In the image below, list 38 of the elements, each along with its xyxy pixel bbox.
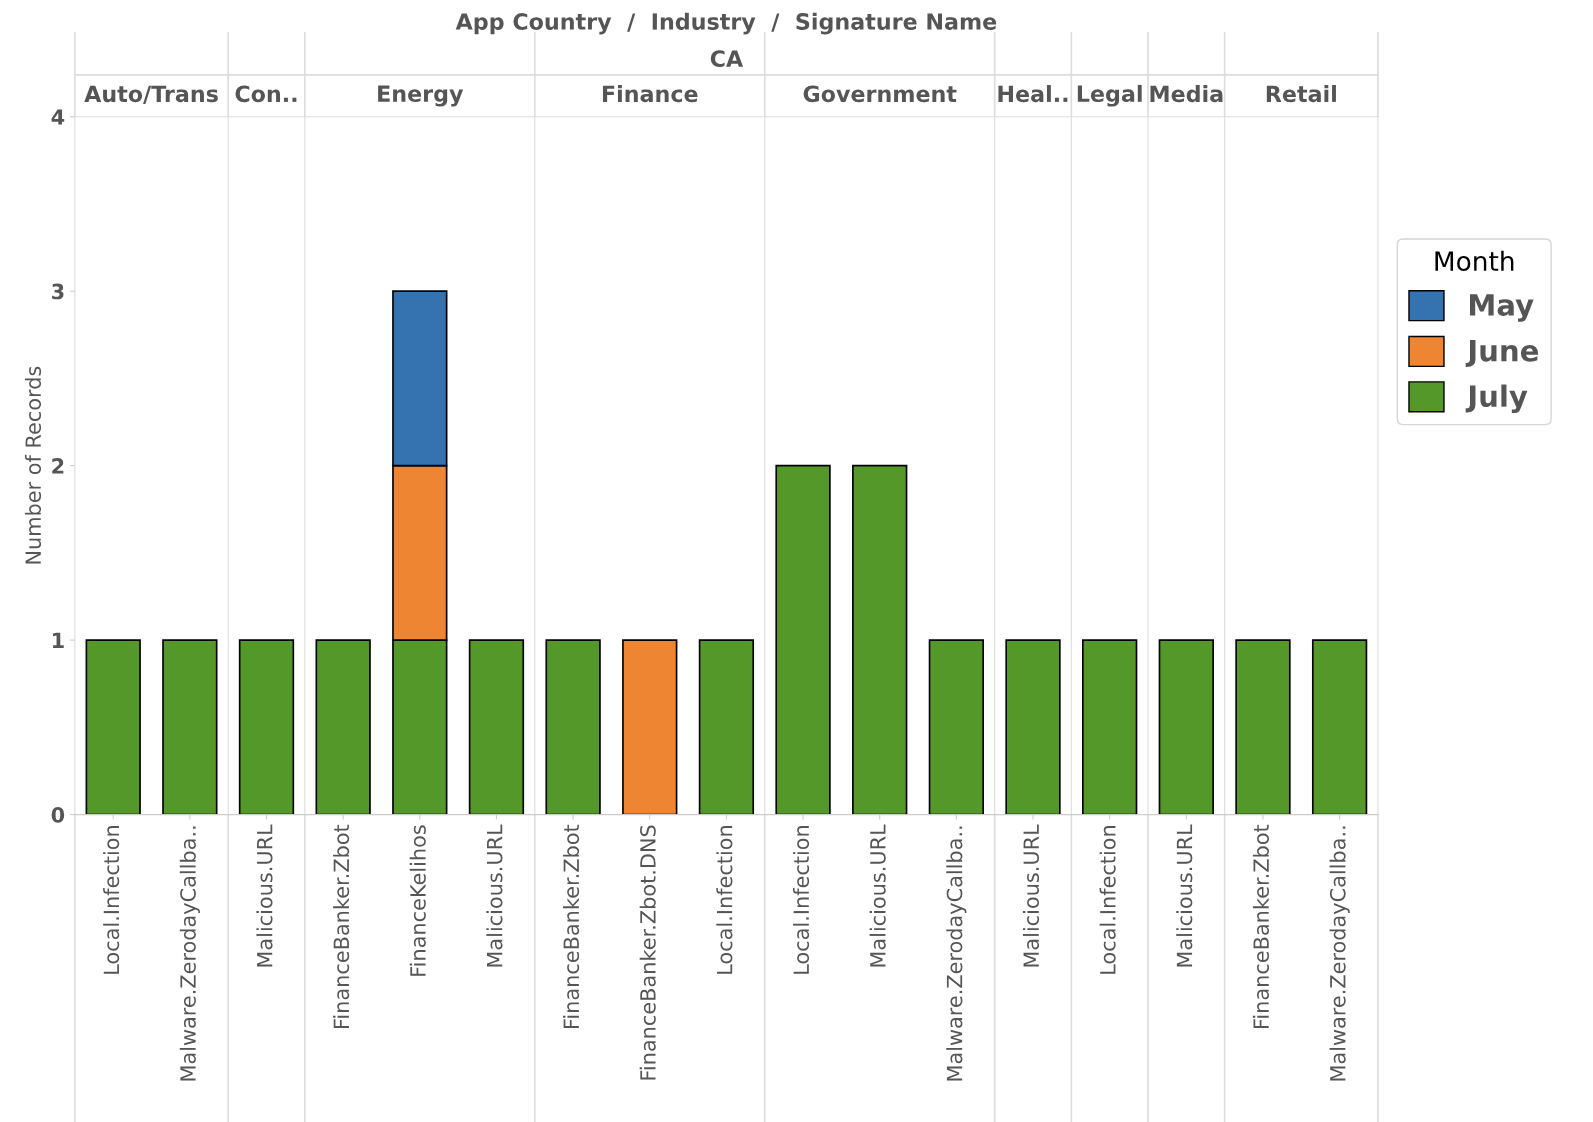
x-tick-label: Local.Infection [716, 826, 733, 974]
x-tick-label: Malware.ZerodayCallba.. [179, 826, 200, 1081]
legend-label: June [1465, 339, 1539, 368]
chart-title: Media [1150, 85, 1223, 103]
x-tick-label: Malicious.URL [1022, 824, 1040, 967]
x-tick-label: Malicious.URL [869, 824, 886, 967]
x-tick-label: Malicious.URL [256, 824, 273, 967]
x-tick-label: FinanceBanker.Zbot [1252, 824, 1270, 1029]
y-tick-label: 0 [51, 807, 65, 823]
x-tick-label: Malicious.URL [1176, 824, 1193, 967]
x-tick-label: FinanceBanker.Zbot.DNS [639, 825, 656, 1080]
y-axis-title: Number of Records [24, 366, 42, 564]
chart-title: Con.. [235, 85, 297, 103]
legend-label: May [1469, 294, 1534, 322]
chart-title: Government [803, 85, 957, 103]
chart-title: Legal [1077, 84, 1142, 107]
y-tick-label: 4 [51, 109, 65, 125]
chart-title: Energy [378, 85, 464, 107]
x-tick-label: Local.Infection [1099, 826, 1116, 974]
legend-title: Month [1435, 250, 1514, 272]
x-tick-label: FinanceKelihos [409, 825, 426, 976]
x-tick-label: Malware.ZerodayCallba.. [1329, 826, 1350, 1081]
y-tick-label: 2 [52, 458, 64, 474]
chart-title: Retail [1266, 85, 1336, 103]
x-tick-label: FinanceBanker.Zbot [563, 824, 580, 1029]
legend-label: July [1465, 384, 1528, 413]
y-tick-label: 3 [52, 283, 64, 300]
x-tick-label: Local.Infection [103, 826, 120, 974]
chart-title: Heal.. [998, 85, 1068, 103]
chart-title: Finance [602, 85, 698, 103]
chart-title: Auto/Trans [84, 85, 218, 104]
text: App Country / Industry / Signature Name [455, 12, 997, 35]
y-tick-label: 1 [53, 632, 64, 649]
x-tick-label: Malware.ZerodayCallba.. [946, 826, 967, 1081]
x-tick-label: Local.Infection [792, 826, 810, 974]
text: CA [710, 50, 744, 68]
x-tick-label: Malicious.URL [486, 824, 503, 967]
x-tick-label: FinanceBanker.Zbot [333, 824, 350, 1029]
